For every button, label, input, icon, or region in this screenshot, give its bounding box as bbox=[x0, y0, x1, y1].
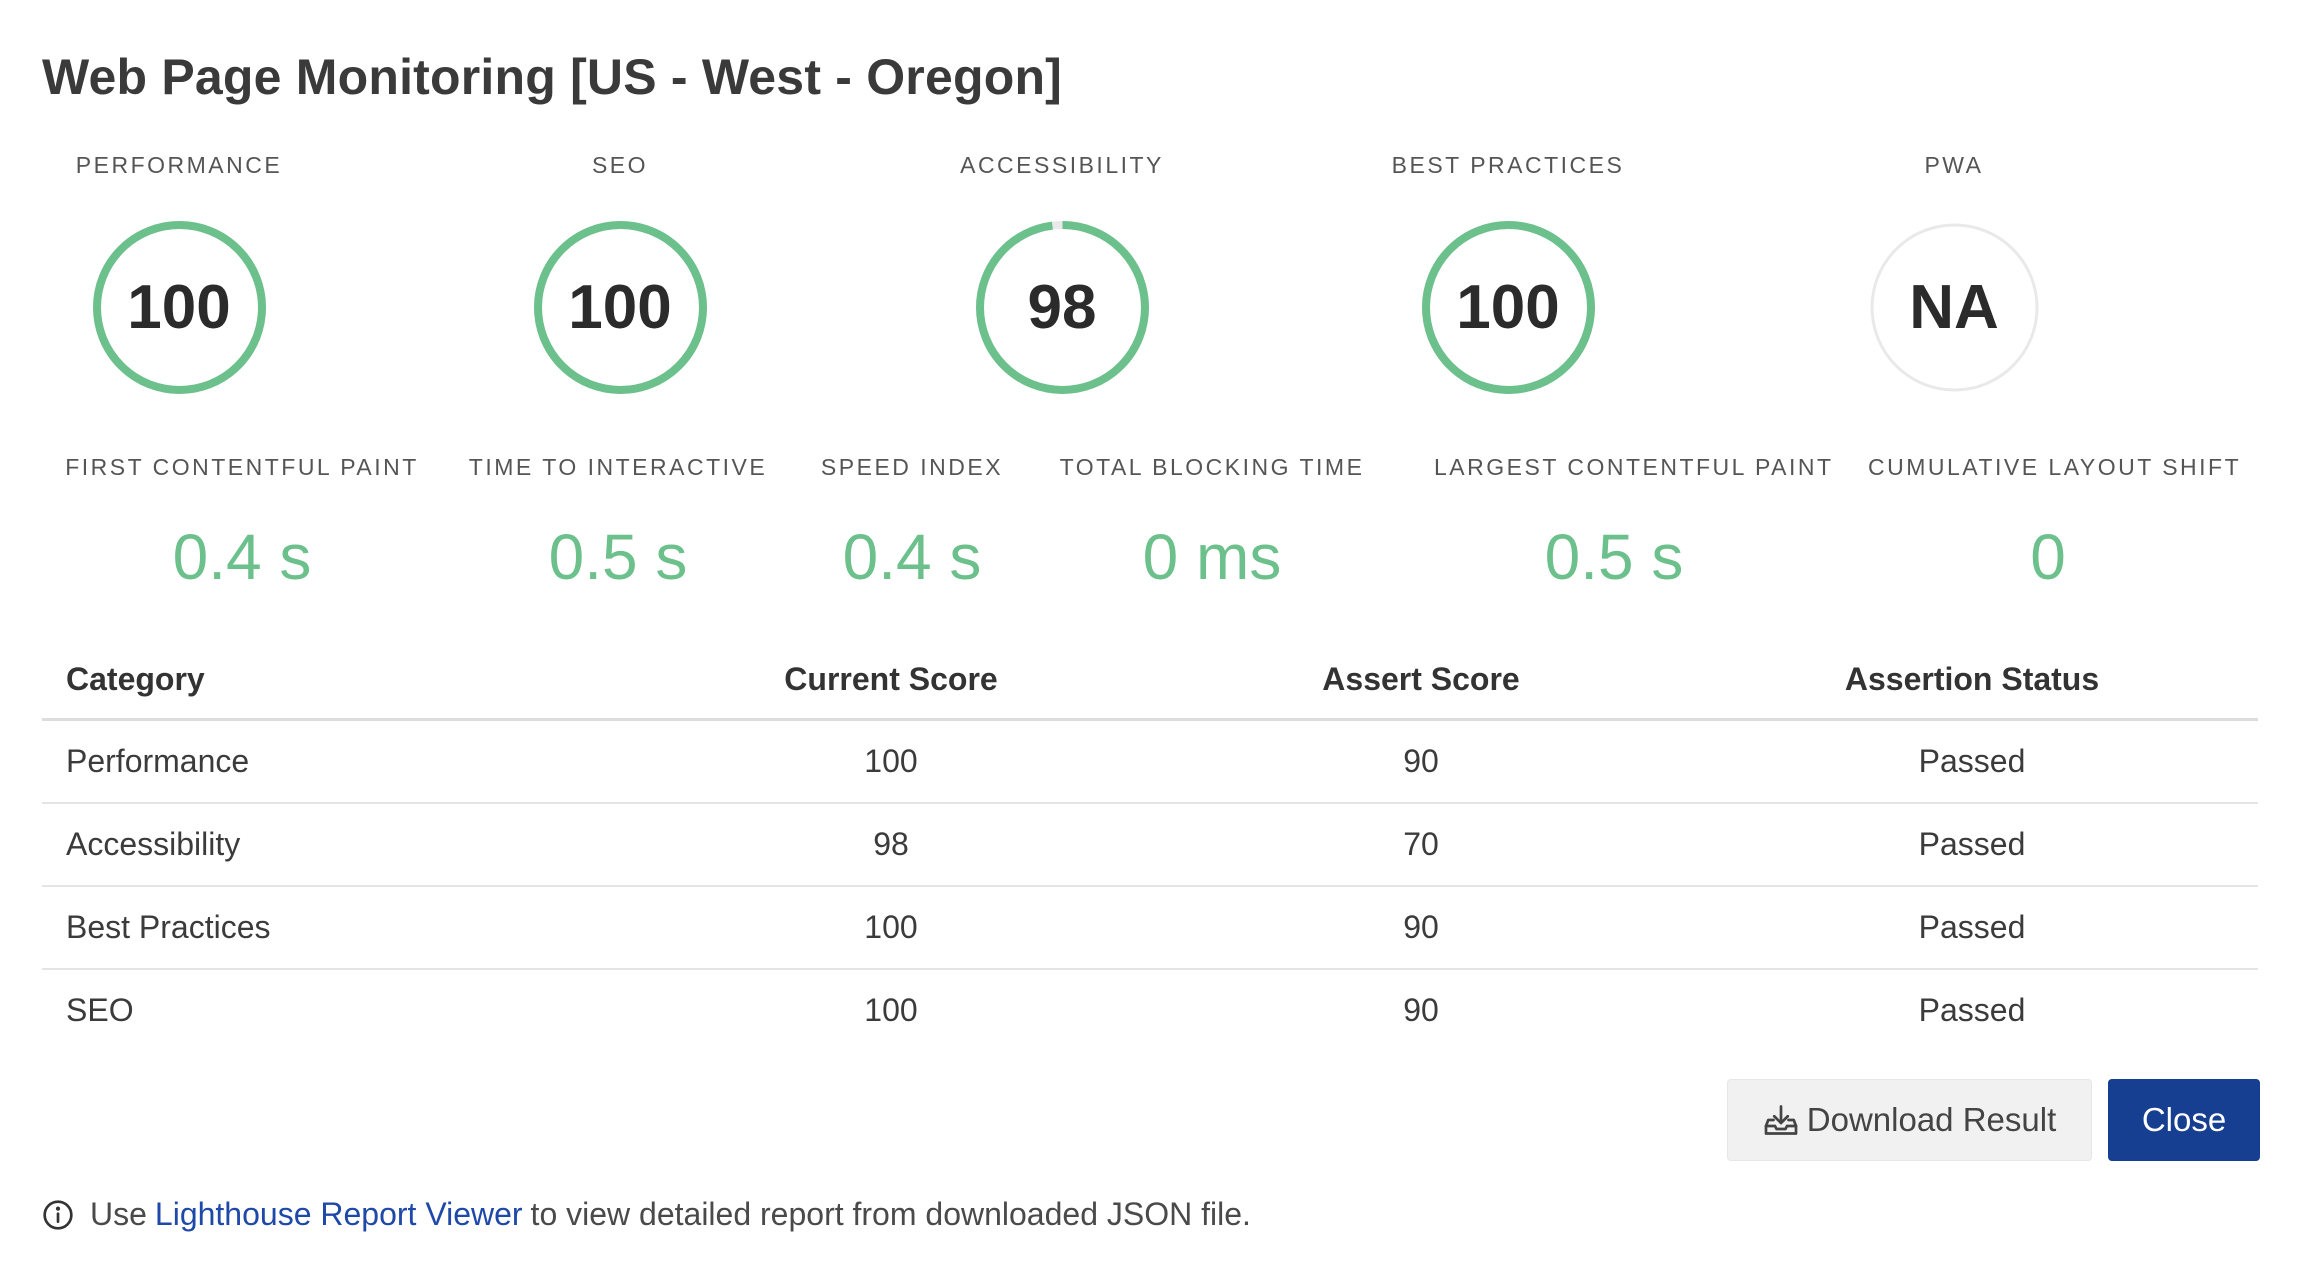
metric-value: 0.4 s bbox=[842, 521, 982, 593]
gauge-accessibility: ACCESSIBILITY 98 bbox=[902, 150, 1222, 395]
metric-label: TIME TO INTERACTIVE bbox=[468, 454, 768, 480]
cell-assertion-status: Passed bbox=[1686, 886, 2258, 970]
metric-value: 0.5 s bbox=[1544, 521, 1684, 593]
table-row: SEO 100 90 Passed bbox=[42, 969, 2258, 1051]
gauge-pwa: PWA NA bbox=[1794, 150, 2114, 395]
page-title: Web Page Monitoring [US - West - Oregon] bbox=[42, 49, 1063, 105]
gauge-score-arc bbox=[533, 221, 707, 394]
metric-cumulative-layout-shift: CUMULATIVE LAYOUT SHIFT 0 bbox=[1868, 452, 2242, 593]
cell-category: Best Practices bbox=[42, 886, 626, 970]
metric-value: 0.4 s bbox=[172, 521, 312, 593]
gauge-value: NA bbox=[1909, 273, 1999, 342]
cell-assertion-status: Passed bbox=[1686, 803, 2258, 887]
metric-largest-contentful-paint: LARGEST CONTENTFUL PAINT 0.5 s bbox=[1434, 452, 1834, 593]
cell-current-score: 98 bbox=[626, 803, 1156, 887]
gauge-ring: 98 bbox=[975, 220, 1150, 395]
info-icon bbox=[43, 1199, 73, 1230]
gauge-value: 98 bbox=[1027, 273, 1097, 342]
gauge-score-arc bbox=[1421, 221, 1595, 394]
metric-label: FIRST CONTENTFUL PAINT bbox=[65, 454, 419, 480]
gauge-seo: SEO 100 bbox=[460, 150, 780, 395]
table-header-row: Category Current Score Assert Score Asse… bbox=[42, 640, 2258, 721]
metric-value: 0 ms bbox=[1142, 521, 1282, 593]
metric-label: LARGEST CONTENTFUL PAINT bbox=[1434, 454, 1834, 480]
column-header-current-score: Current Score bbox=[626, 640, 1156, 721]
footnote-prefix: Use bbox=[90, 1196, 147, 1232]
metric-total-blocking-time: TOTAL BLOCKING TIME 0 ms bbox=[1032, 452, 1392, 592]
score-gauges: PERFORMANCE 100 SEO 100 ACCESSIBILITY 98… bbox=[42, 150, 2258, 400]
gauge-best-practices: BEST PRACTICES 100 bbox=[1348, 150, 1668, 395]
close-button[interactable]: Close bbox=[2108, 1079, 2260, 1161]
cell-current-score: 100 bbox=[626, 886, 1156, 970]
gauge-score-arc bbox=[975, 221, 1149, 394]
cell-assert-score: 90 bbox=[1156, 719, 1686, 804]
gauge-ring-graphic bbox=[533, 221, 707, 394]
gauge-value: 100 bbox=[568, 273, 672, 342]
cell-assertion-status: Passed bbox=[1918, 992, 2026, 1028]
metric-label: TOTAL BLOCKING TIME bbox=[1059, 454, 1365, 480]
table-row: Performance 100 90 Passed bbox=[42, 719, 2258, 804]
gauge-label: PWA bbox=[1924, 152, 1984, 178]
cell-assert-score: 90 bbox=[1156, 886, 1686, 970]
download-result-button[interactable]: Download Result bbox=[1727, 1079, 2092, 1161]
cell-category: Accessibility bbox=[42, 803, 626, 887]
table-row: Best Practices 100 90 Passed bbox=[42, 886, 2258, 970]
cell-assert-score: 70 bbox=[1156, 803, 1686, 887]
table-row: Accessibility 98 70 Passed bbox=[42, 803, 2258, 887]
gauge-label: PERFORMANCE bbox=[75, 152, 283, 178]
gauge-label: ACCESSIBILITY bbox=[960, 152, 1164, 178]
gauge-ring: NA bbox=[1867, 220, 2042, 395]
metric-label: SPEED INDEX bbox=[820, 454, 1004, 480]
gauge-label: BEST PRACTICES bbox=[1391, 152, 1625, 178]
gauge-ring: 100 bbox=[1421, 220, 1596, 395]
gauge-value: 100 bbox=[1456, 273, 1560, 342]
cell-assertion-status: Passed bbox=[1686, 719, 2258, 804]
gauge-track bbox=[1870, 223, 2038, 392]
column-header-assertion-status: Assertion Status bbox=[1686, 640, 2258, 721]
footnote: Use Lighthouse Report Viewer to view det… bbox=[42, 1196, 1251, 1233]
gauge-ring-graphic bbox=[975, 221, 1149, 394]
cell-current-score: 100 bbox=[626, 719, 1156, 804]
gauge-ring-graphic bbox=[1421, 221, 1595, 394]
cell-category: Performance bbox=[42, 719, 626, 804]
gauge-ring-graphic bbox=[92, 221, 266, 394]
cell-current-score: 100 bbox=[864, 992, 918, 1028]
metric-first-contentful-paint: FIRST CONTENTFUL PAINT 0.4 s bbox=[62, 452, 422, 592]
metric-label: CUMULATIVE LAYOUT SHIFT bbox=[1868, 454, 2242, 480]
metric-speed-index: SPEED INDEX 0.4 s bbox=[732, 452, 1092, 592]
gauge-performance: PERFORMANCE 100 bbox=[19, 150, 339, 395]
close-label: Close bbox=[2141, 1101, 2227, 1138]
assertion-results-table: Category Current Score Assert Score Asse… bbox=[42, 640, 2258, 1051]
metrics-row: FIRST CONTENTFUL PAINT 0.4 s TIME TO INT… bbox=[42, 452, 2258, 602]
metric-value: 0.5 s bbox=[548, 521, 688, 593]
cell-assert-score: 90 bbox=[1403, 992, 1439, 1028]
metric-time-to-interactive: TIME TO INTERACTIVE 0.5 s bbox=[438, 452, 798, 592]
gauge-value: 100 bbox=[127, 273, 231, 342]
download-result-label: Download Result bbox=[1806, 1101, 2057, 1138]
gauge-ring: 100 bbox=[533, 220, 708, 395]
metric-value: 0 bbox=[2030, 521, 2066, 593]
gauge-ring-graphic bbox=[1870, 223, 2038, 392]
cell-category: SEO bbox=[66, 992, 134, 1028]
lighthouse-report-viewer-link[interactable]: Lighthouse Report Viewer bbox=[154, 1196, 523, 1232]
column-header-category: Category bbox=[42, 640, 626, 721]
gauge-label: SEO bbox=[591, 152, 649, 178]
column-header-assert-score: Assert Score bbox=[1156, 640, 1686, 721]
download-tray-icon bbox=[1764, 1105, 1798, 1135]
gauge-score-arc bbox=[92, 221, 266, 394]
footnote-suffix: to view detailed report from downloaded … bbox=[530, 1196, 1251, 1232]
gauge-ring: 100 bbox=[92, 220, 267, 395]
